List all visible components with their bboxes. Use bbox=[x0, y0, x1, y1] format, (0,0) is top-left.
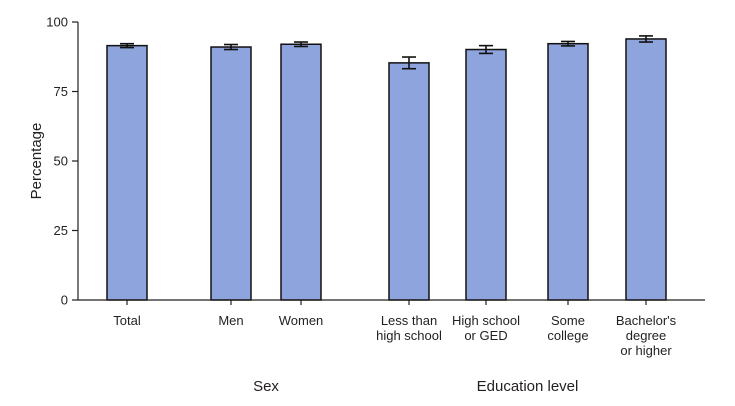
bar bbox=[106, 44, 148, 301]
error-bar bbox=[294, 41, 308, 48]
bars bbox=[106, 38, 667, 301]
error-bar bbox=[561, 40, 575, 47]
error-bar bbox=[120, 42, 134, 49]
x-tick-label: Men bbox=[218, 313, 243, 328]
error-bar bbox=[402, 56, 416, 70]
x-tick-labels: Total Men Women Less than high school High sc… bbox=[113, 313, 676, 358]
bar bbox=[547, 42, 589, 301]
group-label: Sex bbox=[253, 378, 279, 395]
bar bbox=[388, 62, 430, 301]
x-tick-label: Less than high school bbox=[376, 313, 442, 343]
y-tick-label: 50 bbox=[54, 154, 68, 169]
group-labels: Sex Education level bbox=[253, 378, 578, 395]
x-axis bbox=[78, 299, 705, 305]
error-bar bbox=[639, 35, 653, 43]
bar bbox=[280, 43, 322, 301]
x-tick-label: Total bbox=[113, 313, 141, 328]
bar bbox=[465, 48, 507, 301]
group-label: Education level bbox=[477, 378, 579, 395]
x-tick-label: Women bbox=[279, 313, 324, 328]
x-tick-label: Bachelor's degree or higher bbox=[616, 313, 677, 358]
bar bbox=[210, 46, 252, 301]
error-bar bbox=[479, 44, 493, 55]
y-tick-label: 25 bbox=[54, 223, 68, 238]
y-tick-label: 75 bbox=[54, 84, 68, 99]
y-axis-title: Percentage bbox=[28, 123, 45, 200]
x-tick-label: High school or GED bbox=[452, 313, 520, 343]
error-bar bbox=[224, 43, 238, 51]
y-axis: 0 25 50 75 100 bbox=[46, 15, 79, 308]
x-tick-label: Some college bbox=[547, 313, 588, 343]
y-tick-label: 100 bbox=[46, 15, 68, 30]
y-tick-label: 0 bbox=[61, 293, 68, 308]
bar bbox=[625, 38, 667, 301]
error-bars bbox=[120, 35, 653, 70]
